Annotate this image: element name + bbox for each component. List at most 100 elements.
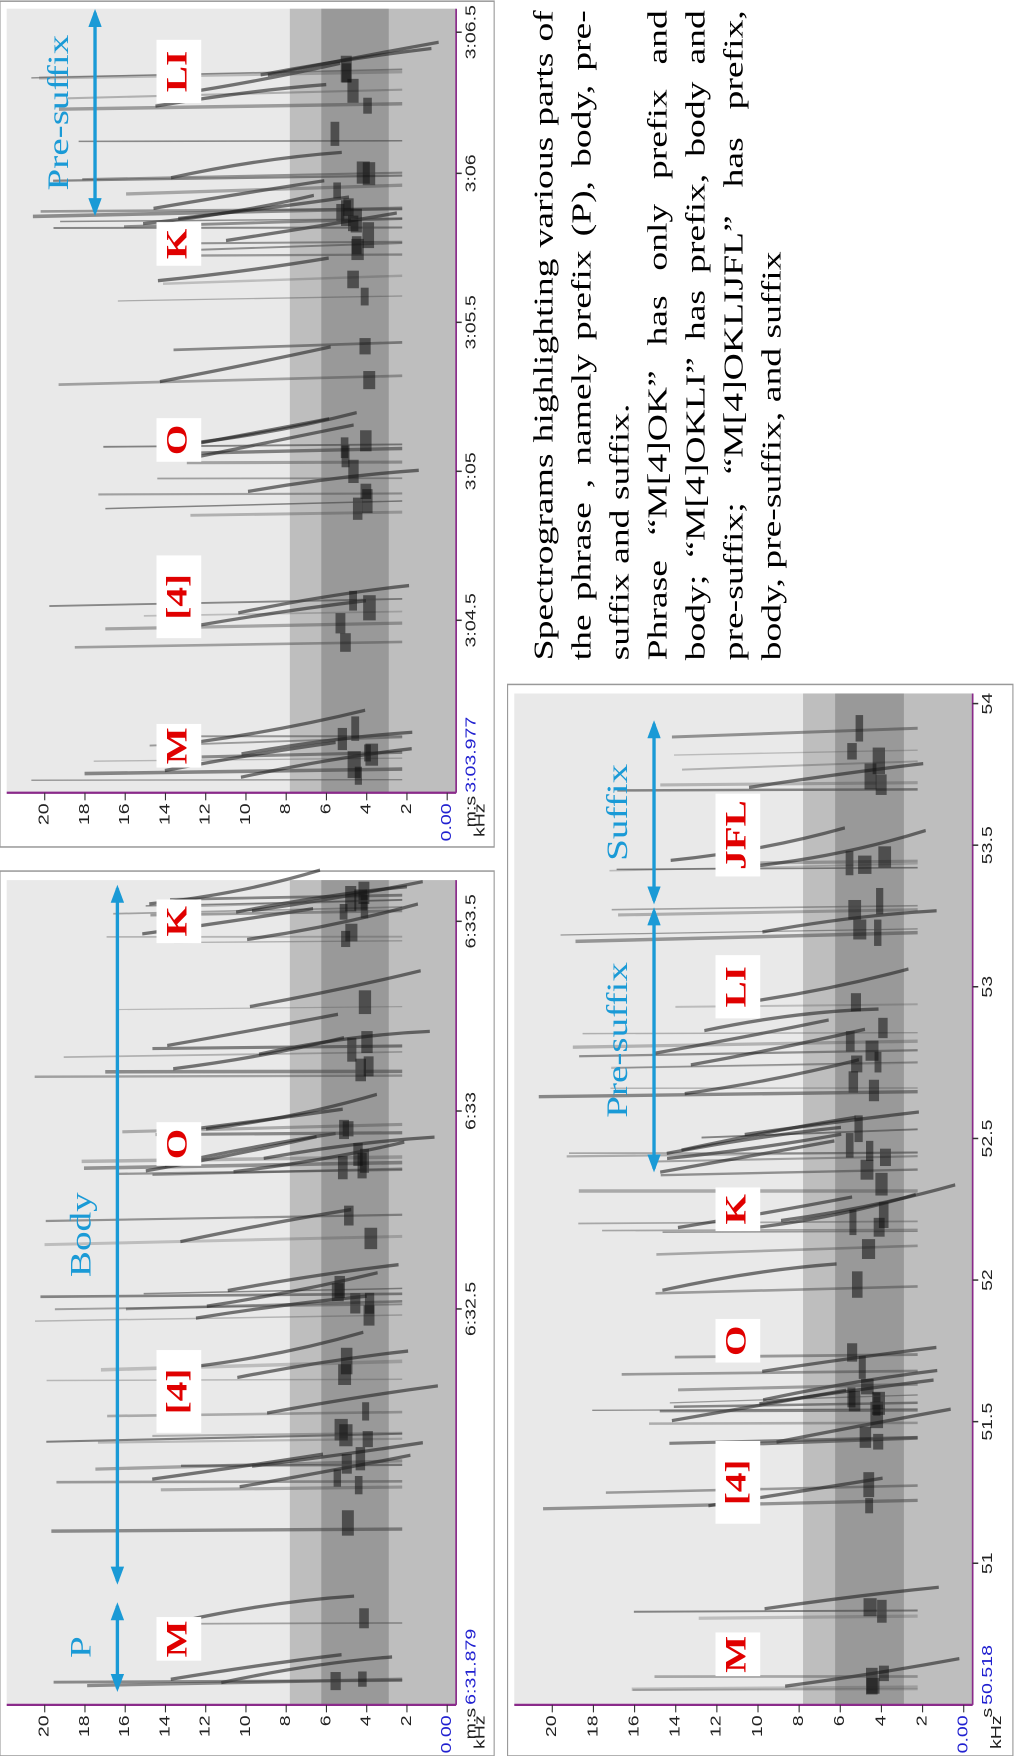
call-blob [339, 1119, 350, 1140]
syllable-box [156, 723, 202, 768]
call-blob [878, 846, 892, 868]
call-blob [358, 1671, 367, 1687]
call-blob [362, 489, 373, 514]
call-blob [855, 715, 864, 742]
call-sweep [221, 1655, 393, 1685]
call-blob [858, 855, 872, 874]
call-streak [152, 1044, 403, 1051]
call-streak [538, 1089, 918, 1099]
call-streak [126, 183, 403, 196]
call-blob [355, 1447, 366, 1471]
time-tick-label: 3:06 [462, 154, 479, 192]
call-blob [351, 716, 360, 741]
time-tick-label: 53.5 [979, 826, 996, 864]
call-blob [360, 430, 372, 452]
call-streak [56, 1480, 403, 1484]
call-blob [347, 78, 359, 103]
freq-tick-label: 12 [707, 1715, 724, 1737]
syllable-box [715, 1440, 761, 1524]
call-sweep [764, 1585, 939, 1611]
call-streak [83, 1160, 403, 1171]
call-streak [97, 1437, 403, 1444]
call-streak [82, 171, 403, 181]
caption-box: Spectrograms highlighting various parts … [529, 10, 788, 661]
call-streak [105, 500, 403, 510]
call-blob [363, 1056, 374, 1077]
call-blob [362, 222, 375, 249]
call-sweep [153, 179, 325, 211]
call-blob [879, 1148, 891, 1167]
syllable-label: K [720, 1194, 752, 1225]
time-start: 50.518 [979, 1645, 996, 1705]
freq-tick-label: 2 [397, 1715, 414, 1726]
call-sweep [159, 345, 331, 384]
freq-tick-label: 4 [357, 1715, 374, 1726]
call-streak [621, 1369, 918, 1376]
caption-paragraph: Phrase “M[4]OK” has only prefix and body… [642, 10, 788, 661]
call-streak [655, 1155, 918, 1163]
call-sweep [238, 583, 410, 615]
syllable-box [156, 222, 202, 266]
call-streak [35, 1314, 403, 1322]
call-sweep [247, 468, 419, 494]
call-sweep [660, 1139, 835, 1174]
call-blob [845, 1133, 854, 1158]
time-tick-label: 3:05 [462, 452, 479, 490]
call-streak [190, 253, 403, 257]
call-blob [874, 1051, 882, 1073]
call-streak [671, 726, 918, 739]
syllable-box [156, 899, 202, 944]
time-unit: m:s [462, 796, 479, 828]
syllable-box [156, 418, 202, 462]
call-streak [170, 898, 403, 908]
call-blob [362, 1431, 373, 1448]
freq-tick-label: 0.00 [438, 1715, 455, 1753]
call-blob [347, 270, 359, 289]
call-sweep [251, 1441, 423, 1468]
call-sweep [167, 1012, 339, 1048]
call-streak [117, 1168, 403, 1176]
time-start: 3:03.977 [462, 717, 479, 793]
call-blob [333, 182, 341, 199]
call-blob [850, 993, 861, 1012]
call-streak [582, 1031, 918, 1035]
call-sweep [239, 1453, 411, 1489]
freq-tick-label: 10 [236, 803, 253, 825]
call-streak [678, 1382, 918, 1392]
call-sweep [180, 1207, 352, 1244]
call-blob [363, 595, 376, 621]
syllable-label: K [161, 228, 193, 259]
call-blob [351, 238, 364, 261]
call-blob [863, 1598, 877, 1617]
call-blob [362, 1402, 370, 1421]
freq-tick-label: 20 [543, 1715, 560, 1737]
call-blob [361, 1031, 373, 1054]
call-sweep [183, 1594, 355, 1623]
freq-tick-label: 16 [116, 803, 133, 825]
time-unit: m:s [462, 1708, 479, 1740]
call-blob [851, 1271, 863, 1298]
freq-tick-label: 18 [75, 803, 92, 825]
call-blob [341, 1454, 352, 1474]
freq-unit: kHz [988, 1715, 1005, 1749]
call-blob [847, 743, 857, 760]
call-streak [180, 1463, 403, 1467]
call-blob [341, 1510, 354, 1536]
syllable-label: LI [161, 51, 193, 92]
syllable-box [156, 1122, 202, 1166]
syllable-box [156, 39, 202, 104]
syllable-label: M [720, 1636, 752, 1673]
call-blob [364, 1292, 375, 1314]
syllable-label: [4] [161, 1369, 193, 1415]
call-streak [592, 1408, 918, 1411]
call-blob [848, 1071, 859, 1093]
call-streak [143, 1287, 403, 1295]
freq-tick-label: 14 [156, 1715, 173, 1737]
call-blob [848, 899, 862, 920]
call-blob [347, 1037, 357, 1062]
call-sweep [194, 708, 366, 745]
syllable-label: LI [720, 966, 752, 1007]
call-sweep [246, 902, 419, 942]
